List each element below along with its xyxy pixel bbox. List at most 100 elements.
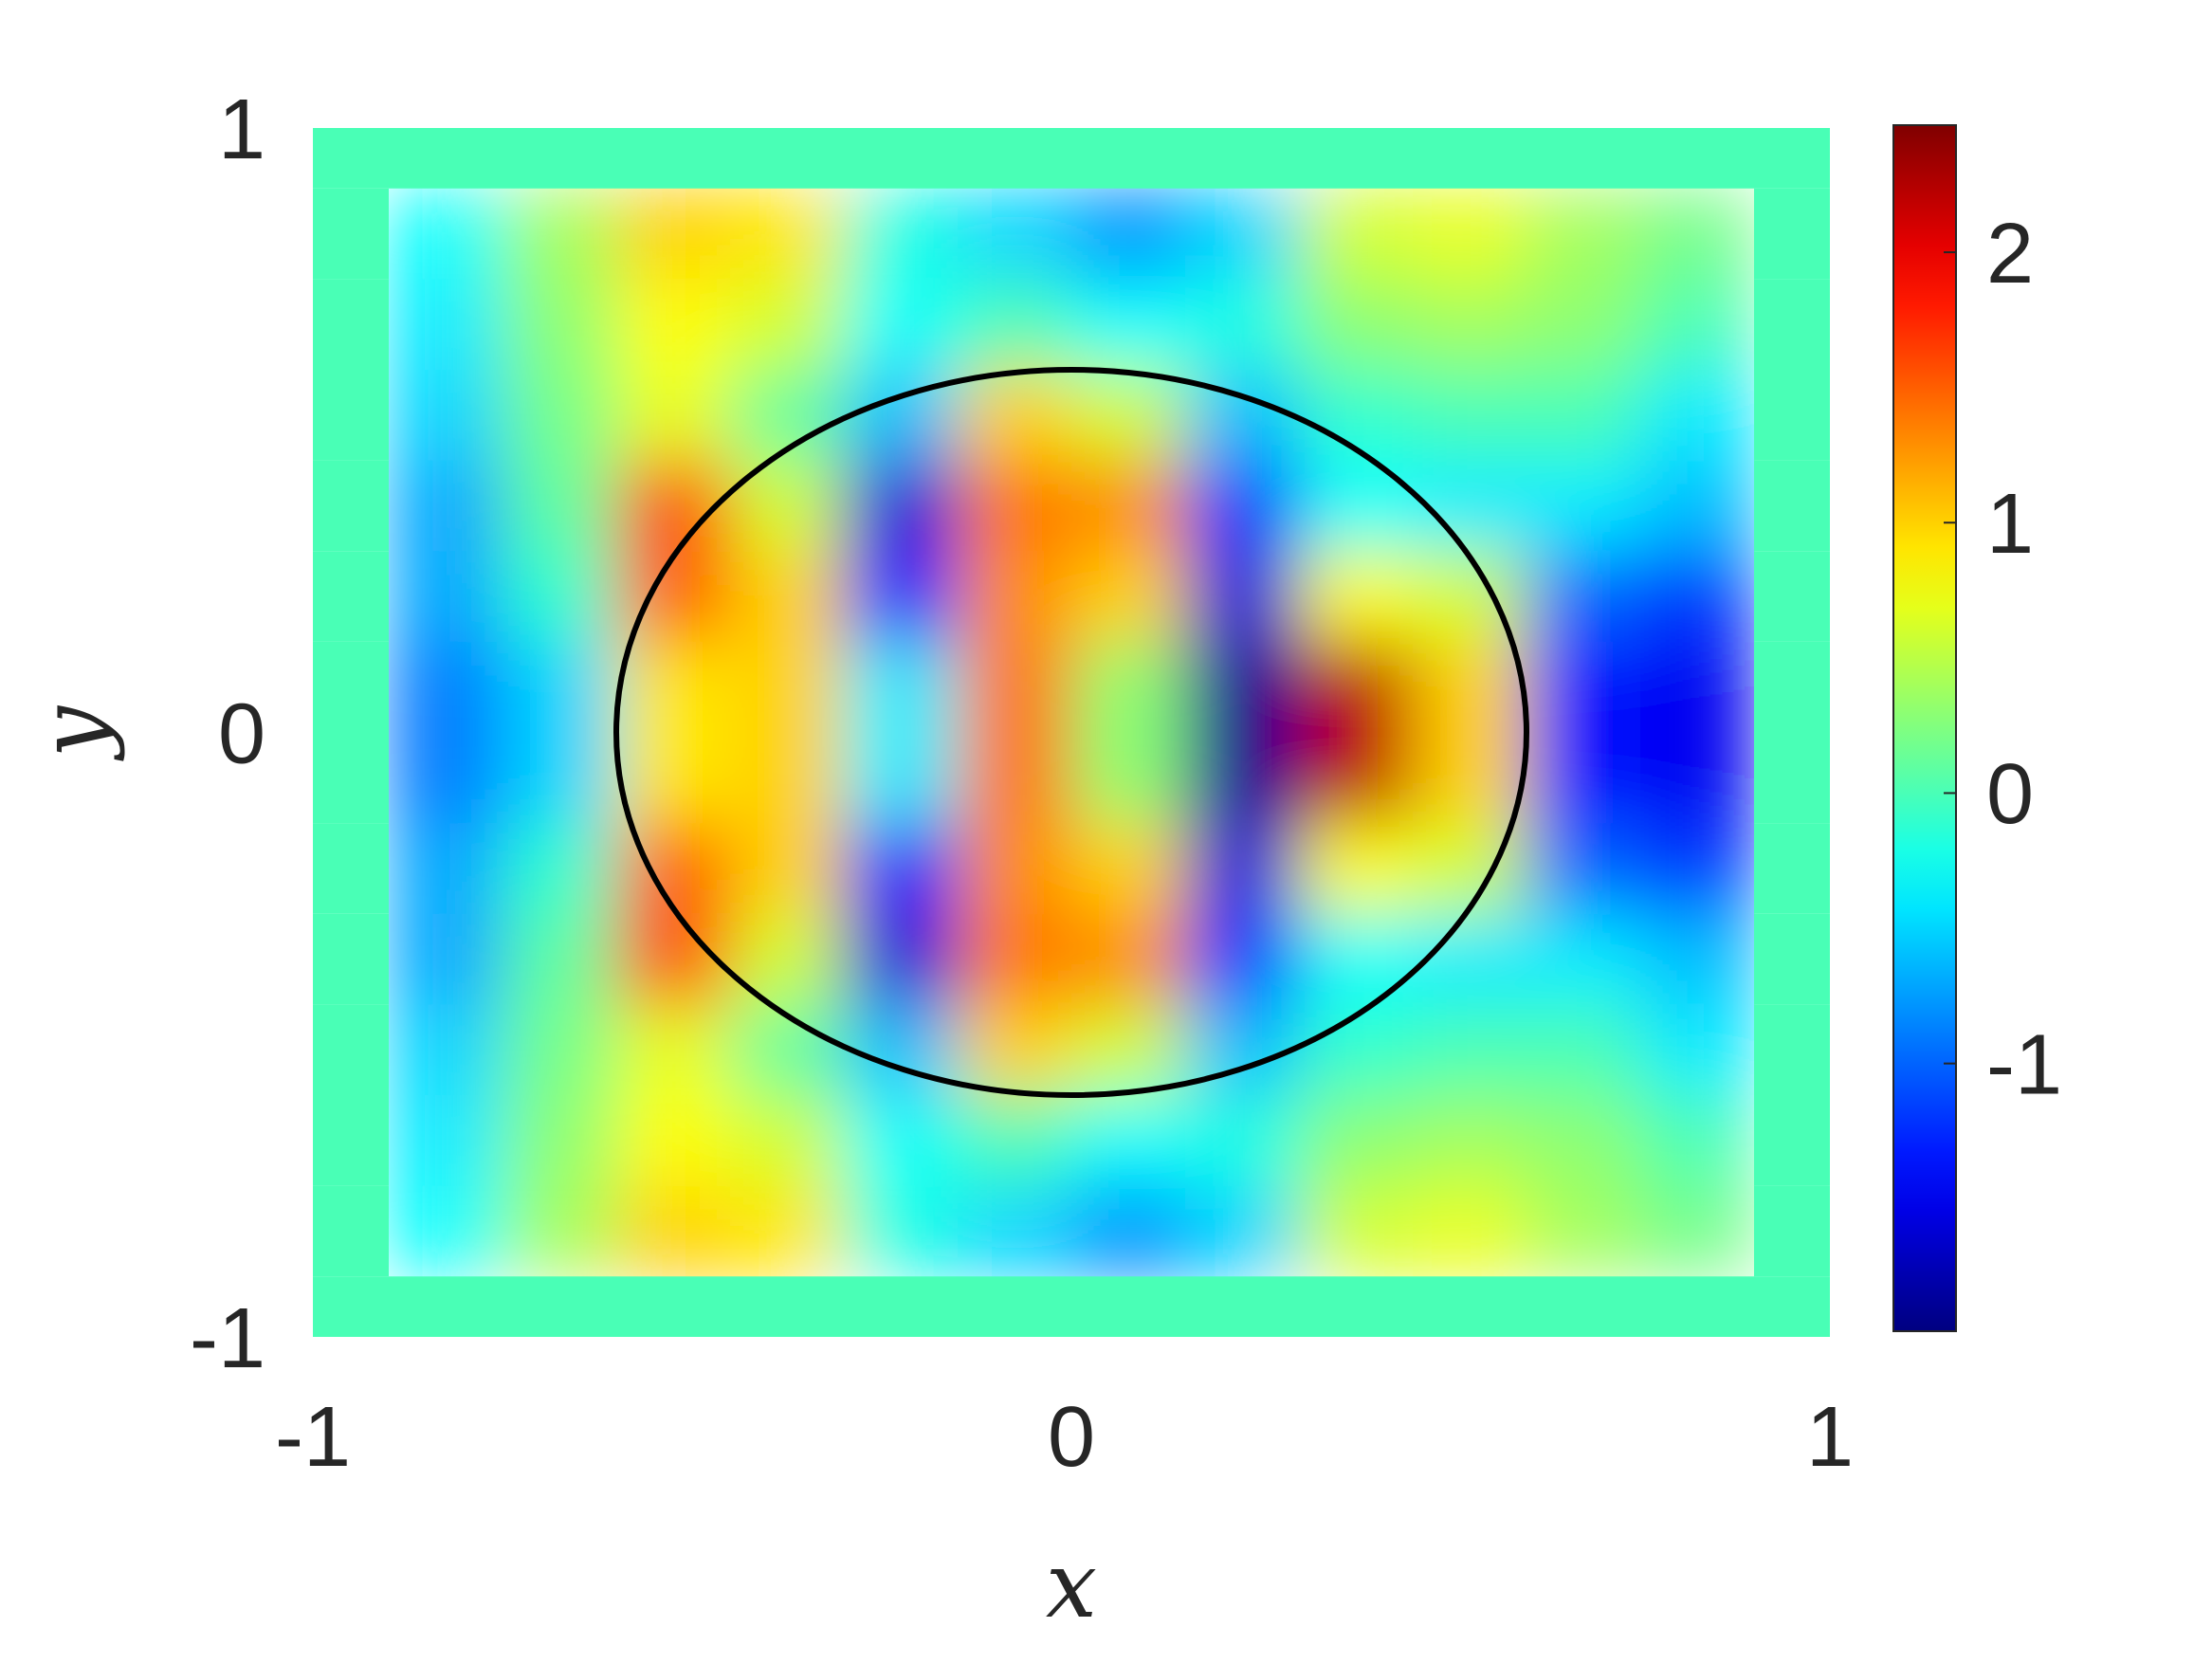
circle-outline [613,367,1529,1098]
cell [958,913,1072,1005]
colorbar-tick-label: -1 [1986,1017,2062,1112]
cell [616,1095,731,1187]
cell [389,913,503,1005]
cell [1526,128,1640,189]
cell [730,823,845,915]
cell [1754,279,1830,370]
cell [958,1095,1072,1187]
cell [1754,1185,1830,1277]
cell [730,1004,845,1096]
cell [1754,823,1830,914]
cell [1185,279,1300,371]
cell [730,641,845,733]
cell [1754,128,1830,189]
cell [1640,551,1755,643]
cell [1413,460,1527,552]
colorbar [1892,124,1957,1332]
y-tick-label: -1 [190,1291,265,1386]
cell [1526,370,1641,462]
cell [1071,1185,1186,1277]
cell [616,370,731,462]
cell [1526,641,1641,733]
y-tick-label: 0 [218,686,265,781]
cell [1754,1276,1830,1337]
colorbar-tick-label: 1 [1986,477,2034,572]
cell [1413,1095,1527,1187]
cell [730,1095,845,1187]
cell [1526,913,1641,1005]
cell [844,823,959,915]
cell [844,279,959,371]
cell [1640,641,1755,733]
cell [313,823,389,914]
cell [1640,370,1755,462]
cell [1526,823,1641,915]
cell [1071,1276,1185,1337]
cell [1640,823,1755,915]
cell [1299,823,1414,915]
cell [1640,128,1754,189]
cell [503,551,617,643]
cell [1526,188,1641,280]
cell [958,1276,1071,1337]
cell [313,460,389,552]
cell [958,1185,1072,1277]
cell [389,823,503,915]
x-axis-label: x [1046,1532,1097,1638]
cell [616,913,731,1005]
cell [616,188,731,280]
cell [730,1185,845,1277]
cell [616,460,731,552]
cell [1299,128,1413,189]
cell [844,1095,959,1187]
cell [1640,460,1755,552]
cell [1299,641,1414,733]
cell [730,188,845,280]
cell [1413,370,1527,462]
cell [503,279,617,371]
cell [1413,641,1527,733]
cell [313,1004,389,1095]
cell [1071,1095,1186,1187]
cell [389,1095,503,1187]
cell [730,279,845,371]
cell [313,913,389,1005]
x-tick-label: 0 [1048,1390,1095,1485]
cell [730,1276,844,1337]
cell [958,551,1072,643]
cell [503,128,616,189]
cell [1299,551,1414,643]
cell [1071,370,1186,462]
cell [616,1276,730,1337]
cell [844,1276,958,1337]
cell [1185,913,1300,1005]
cell [958,279,1072,371]
colorbar-tick-label: 2 [1986,207,2034,302]
field [389,188,1755,1277]
cell [1526,1004,1641,1096]
cell [503,370,617,462]
cell [313,1185,389,1277]
cell [1185,128,1299,189]
cell [503,1004,617,1096]
cell [1413,913,1527,1005]
x-tick-label: 1 [1806,1390,1854,1485]
cell [1071,460,1186,552]
cell [1640,188,1755,280]
cell [616,279,731,371]
cell [1526,551,1641,643]
cell [389,370,503,462]
cell [730,370,845,462]
cell [1754,188,1830,280]
cell [313,279,389,370]
cell [1185,823,1300,915]
cell [844,128,958,189]
cell [1299,279,1414,371]
cell [1071,188,1186,280]
cell [616,1004,731,1096]
cell [1299,188,1414,280]
x-tick-label: -1 [275,1390,351,1485]
cell [1299,1004,1414,1096]
cell [503,460,617,552]
cell [730,732,845,824]
